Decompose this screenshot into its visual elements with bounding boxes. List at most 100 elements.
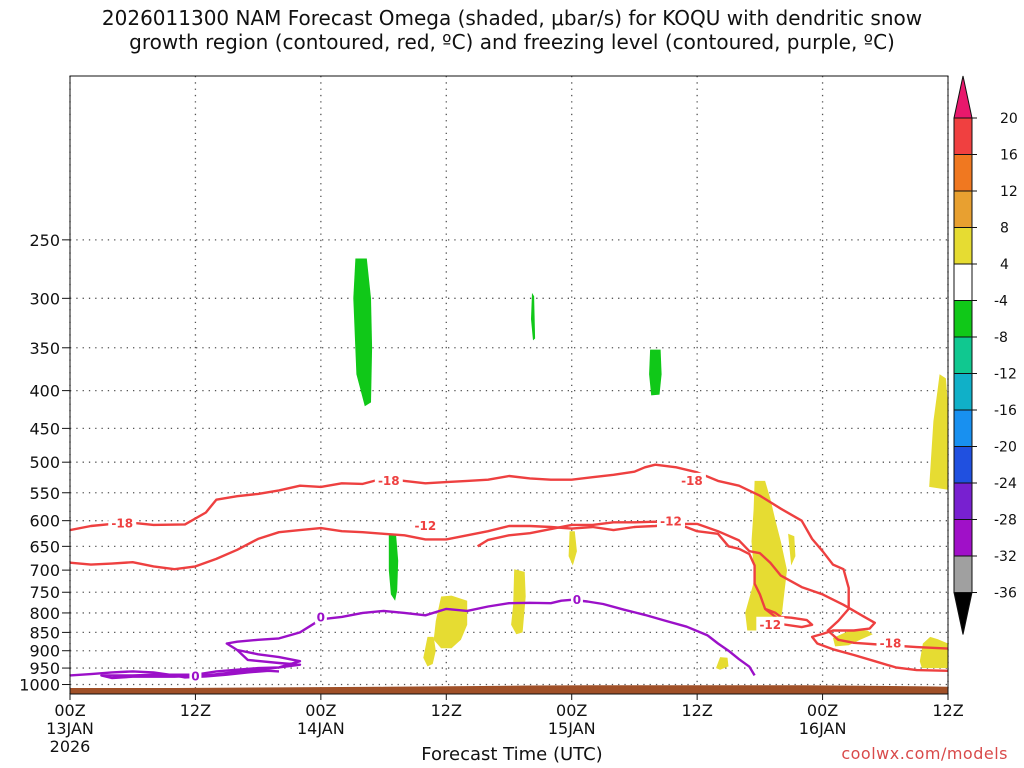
contour-line — [70, 669, 280, 679]
omega-region — [423, 636, 436, 667]
x-tick-label: 16JAN — [799, 719, 847, 738]
colorbar-tick-label: -24 — [994, 476, 1017, 492]
omega-region — [649, 349, 662, 396]
colorbar-swatch — [953, 300, 973, 338]
x-tick-label: 00Z — [305, 701, 336, 720]
omega-region — [531, 292, 536, 341]
colorbar-swatch — [953, 154, 973, 192]
contour-label: 0 — [317, 611, 325, 625]
colorbar-tick-label: -28 — [994, 513, 1017, 529]
x-tick-label: 12Z — [681, 701, 712, 720]
y-tick-label: 450 — [29, 419, 60, 438]
omega-region — [353, 258, 373, 407]
omega-shading — [353, 258, 948, 670]
colorbar-cap-bottom — [953, 592, 973, 635]
y-tick-label: 1000 — [19, 676, 60, 695]
x-axis-title: Forecast Time (UTC) — [421, 744, 603, 765]
contour-label-bg — [411, 517, 440, 532]
contour-label-bg — [876, 635, 905, 650]
contour-label: -18 — [378, 474, 400, 488]
y-tick-label: 900 — [29, 642, 60, 661]
omega-region — [433, 595, 468, 649]
contour-line — [476, 520, 814, 629]
x-tick-label: 12Z — [431, 701, 462, 720]
site-credit: coolwx.com/models — [841, 744, 1008, 763]
colorbar-swatch — [953, 263, 973, 301]
y-axis: 2503003504004505005506006507007508008509… — [19, 231, 70, 695]
x-tick-label: 00Z — [807, 701, 838, 720]
colorbar-swatch — [953, 482, 973, 520]
y-tick-label: 650 — [29, 537, 60, 556]
omega-region — [745, 480, 787, 631]
colorbar: 20 16 12 8 4 -4 -8 -12 -16 -20 -24 -28 -32 -36 — [953, 75, 1018, 635]
y-tick-label: 300 — [29, 289, 60, 308]
y-tick-label: 800 — [29, 604, 60, 623]
contour-label-bg — [756, 616, 785, 631]
contour-labels: -18 -18 -18 -18 -12 -12 -12 0 0 0 — [108, 472, 905, 683]
grid — [69, 76, 949, 694]
colorbar-cap-top — [953, 75, 973, 119]
chart-title: 2026011300 NAM Forecast Omega (shaded, μ… — [0, 6, 1024, 54]
omega-region — [833, 630, 873, 647]
contour-label: 0 — [573, 593, 581, 607]
y-tick-label: 850 — [29, 623, 60, 642]
colorbar-tick-label: -36 — [994, 586, 1017, 602]
colorbar-swatch — [953, 336, 973, 374]
contour-label-bg — [314, 609, 327, 624]
omega-region — [919, 636, 948, 669]
omega-region — [788, 533, 796, 566]
omega-region — [716, 657, 729, 670]
x-tick-label: 00Z — [556, 701, 587, 720]
contour-label: -12 — [660, 515, 682, 529]
y-tick-label: 750 — [29, 583, 60, 602]
y-tick-label: 700 — [29, 561, 60, 580]
omega-region — [388, 533, 399, 601]
y-tick-label: 550 — [29, 484, 60, 503]
y-tick-label: 950 — [29, 659, 60, 678]
omega-region — [511, 569, 526, 635]
colorbar-swatch — [953, 519, 973, 557]
contour-label-bg — [677, 472, 706, 487]
contour-label: -12 — [759, 618, 781, 632]
colorbar-tick-label: -20 — [994, 440, 1017, 456]
contour-label: -12 — [415, 519, 437, 533]
colorbar-tick-label: 16 — [1000, 148, 1018, 164]
chart-title-line2: growth region (contoured, red, ºC) and f… — [129, 30, 895, 54]
colorbar-swatch — [953, 227, 973, 265]
colorbar-swatch — [953, 117, 973, 155]
contour-label-bg — [570, 591, 583, 606]
chart-title-line1: 2026011300 NAM Forecast Omega (shaded, μ… — [101, 6, 923, 30]
contour-label-bg — [374, 472, 403, 487]
x-tick-label: 2026 — [50, 737, 91, 756]
omega-region — [568, 531, 577, 566]
colorbar-tick-label: 20 — [1000, 111, 1018, 127]
contour-label: -18 — [111, 516, 133, 530]
x-tick-label: 00Z — [54, 701, 85, 720]
contour-label: -18 — [681, 474, 703, 488]
colorbar-tick-label: 12 — [1000, 184, 1018, 200]
colorbar-tick-label: -32 — [994, 549, 1017, 565]
contour-label-bg — [189, 668, 202, 683]
colorbar-swatch — [953, 190, 973, 228]
x-tick-label: 12Z — [180, 701, 211, 720]
colorbar-tick-label: -8 — [994, 330, 1008, 346]
ground-fill — [70, 685, 948, 694]
colorbar-swatch — [953, 373, 973, 411]
plot-area — [70, 76, 948, 694]
plot-frame — [69, 75, 949, 695]
x-tick-label: 14JAN — [297, 719, 345, 738]
y-tick-label: 350 — [29, 339, 60, 358]
contour-label-bg — [657, 513, 686, 528]
y-tick-label: 250 — [29, 231, 60, 250]
y-tick-label: 600 — [29, 512, 60, 531]
colorbar-tick-label: -16 — [994, 403, 1017, 419]
ground-surface — [70, 685, 948, 694]
y-tick-label: 400 — [29, 382, 60, 401]
x-tick-label: 15JAN — [548, 719, 596, 738]
colorbar-swatch — [953, 409, 973, 447]
colorbar-swatch — [953, 446, 973, 484]
contour-line — [70, 522, 948, 672]
contour-label: -18 — [880, 637, 902, 651]
